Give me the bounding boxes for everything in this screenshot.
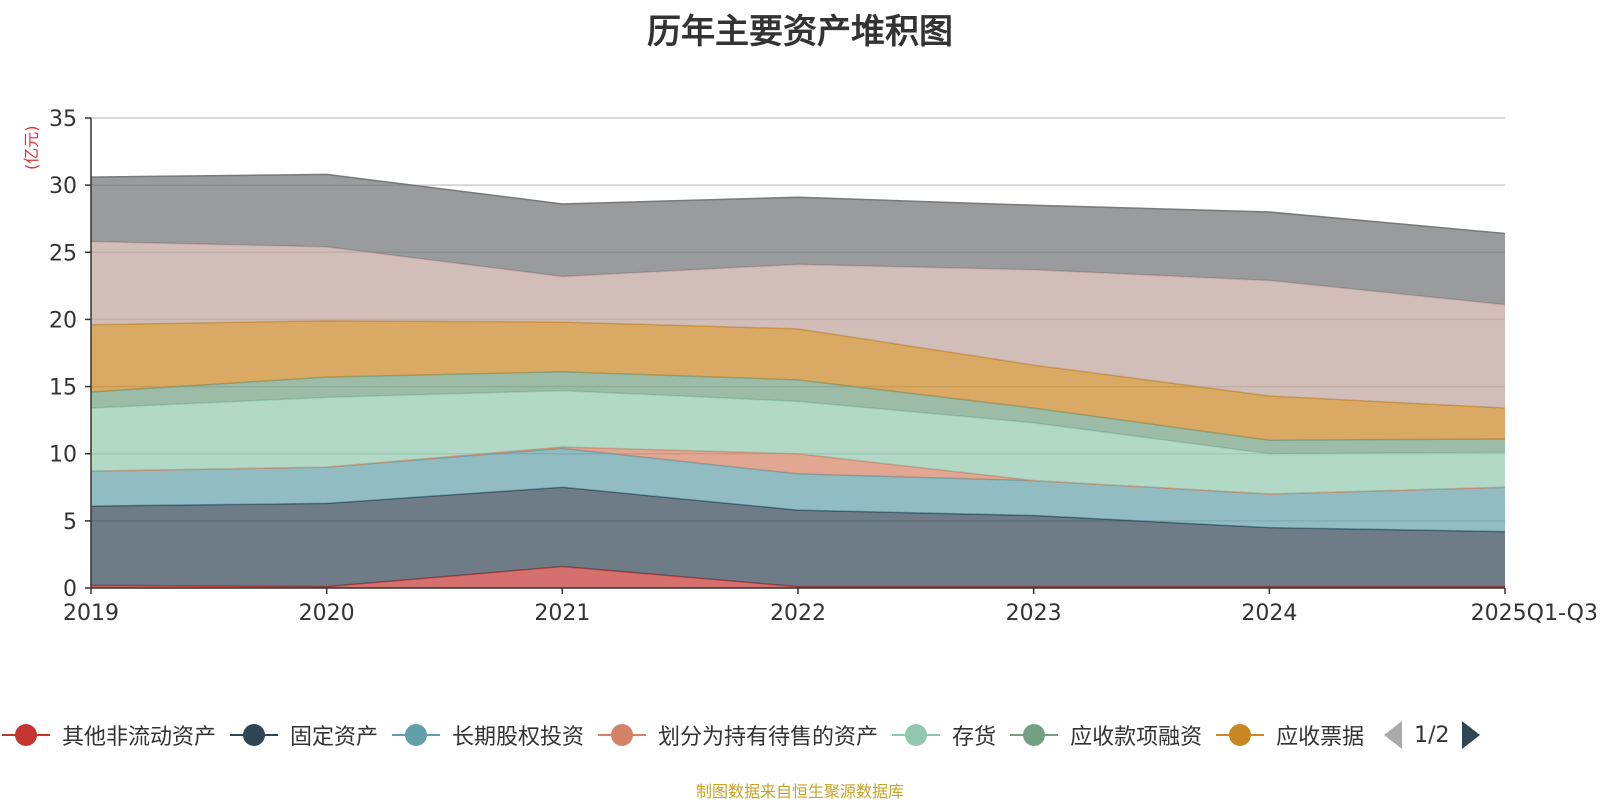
legend-item-series-4[interactable]: 存货	[892, 719, 996, 751]
data-source-note: 制图数据来自恒生聚源数据库	[695, 782, 904, 801]
x-tick-label: 2024	[1241, 601, 1297, 626]
area-series-5	[91, 371, 1505, 454]
legend-item-label: 应收票据	[1276, 725, 1365, 750]
legend-item-series-6[interactable]: 应收票据	[1216, 719, 1364, 751]
legend-item-label: 固定资产	[290, 725, 379, 750]
legend-page-indicator: 1/2	[1414, 722, 1450, 748]
area-series-4	[91, 390, 1505, 494]
legend-marker-icon	[1010, 723, 1059, 747]
area-series-0	[91, 566, 1505, 588]
chart-legend: 其他非流动资产 固定资产 长期股权投资 划分为持有待售的资产 存货 应收款项融资…	[0, 718, 1600, 752]
legend-next-page-icon[interactable]	[1461, 721, 1480, 749]
x-tick-label: 2025Q1-Q3	[1471, 601, 1598, 626]
legend-item-label: 划分为持有待售的资产	[658, 725, 879, 750]
x-tick-label: 2019	[63, 601, 119, 626]
legend-item-series-0[interactable]: 其他非流动资产	[2, 719, 216, 751]
legend-marker-icon	[2, 723, 50, 747]
y-tick-label: 30	[49, 174, 77, 199]
y-tick-label: 5	[63, 510, 77, 535]
x-tick-label: 2020	[299, 601, 355, 626]
area-series-line-8	[90, 173, 1506, 235]
legend-item-label: 应收款项融资	[1070, 725, 1203, 750]
legend-marker-icon	[392, 723, 441, 747]
y-tick-label: 35	[49, 107, 77, 132]
legend-item-series-5[interactable]: 应收款项融资	[1010, 719, 1202, 751]
legend-item-series-1[interactable]: 固定资产	[230, 719, 378, 751]
legend-marker-icon	[230, 723, 279, 747]
x-tick-label: 2021	[534, 601, 590, 626]
area-series-6	[91, 320, 1505, 441]
y-tick-label: 10	[49, 443, 77, 468]
y-tick-label: 0	[63, 577, 77, 602]
area-series-2	[91, 448, 1505, 532]
legend-prev-page-icon[interactable]	[1384, 721, 1403, 749]
legend-marker-icon	[892, 723, 941, 747]
area-series-7	[91, 241, 1505, 409]
y-tick-label: 25	[49, 241, 77, 266]
legend-item-label: 存货	[952, 725, 997, 750]
area-series-1	[91, 487, 1505, 587]
y-tick-label: 15	[49, 376, 77, 401]
legend-item-label: 长期股权投资	[452, 725, 585, 750]
legend-item-series-2[interactable]: 长期股权投资	[392, 719, 584, 751]
area-series-3	[91, 447, 1505, 494]
legend-pager: 1/2	[1384, 721, 1480, 749]
legend-item-label: 其他非流动资产	[62, 725, 217, 750]
y-tick-label: 20	[49, 308, 77, 333]
area-series-8	[91, 174, 1505, 305]
x-tick-label: 2023	[1006, 601, 1062, 626]
stacked-area-chart: 0 5 10 15 20 25 30 35 2019 2020 2021 2022 2023 2024 20…	[49, 107, 1598, 626]
chart-title: 历年主要资产堆积图	[647, 12, 953, 52]
legend-marker-icon	[598, 723, 647, 747]
legend-item-series-3[interactable]: 划分为持有待售的资产	[598, 719, 878, 751]
legend-marker-icon	[1216, 723, 1265, 747]
x-tick-label: 2022	[770, 601, 826, 626]
